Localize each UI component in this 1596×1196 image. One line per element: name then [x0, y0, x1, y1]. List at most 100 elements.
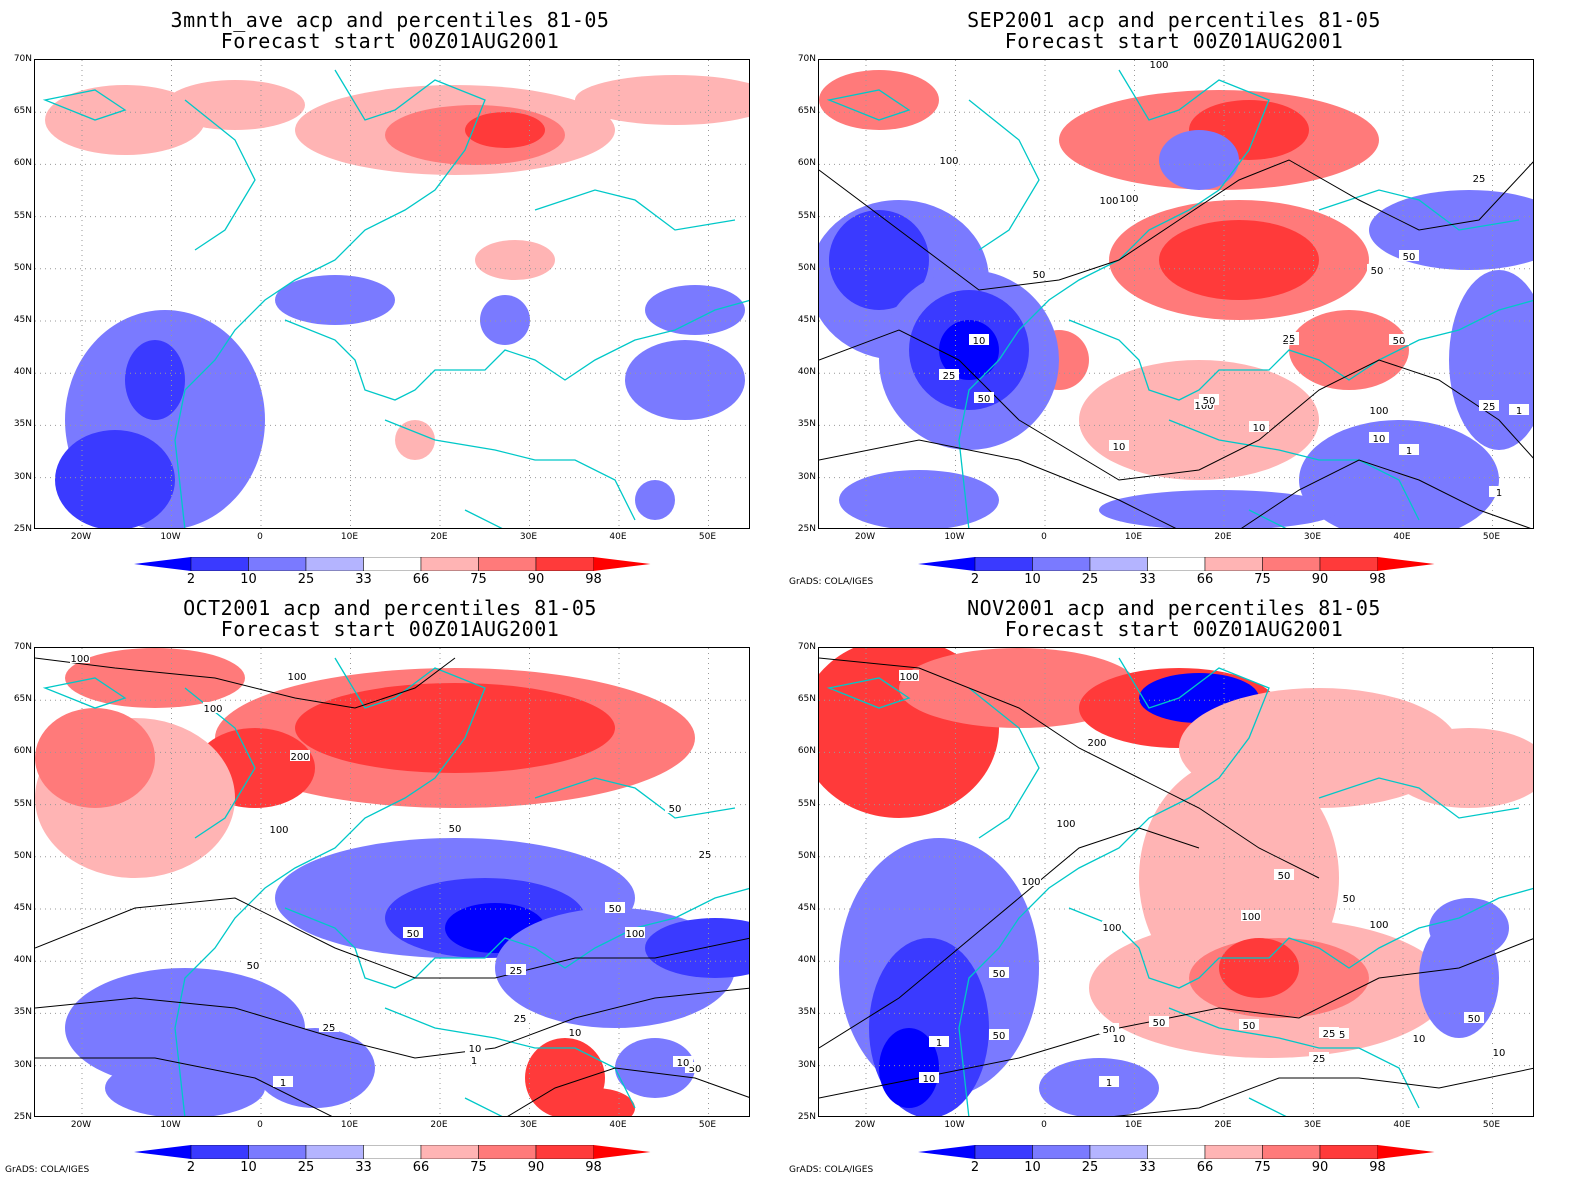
contour-label-bg — [1021, 875, 1041, 886]
colorbar-label: 10 — [1024, 1160, 1041, 1175]
panel-oct2001: OCT2001 acp and percentiles 81-05 Foreca… — [0, 588, 780, 1178]
latitude-label: 65N — [797, 106, 816, 117]
latitude-label: 65N — [13, 694, 32, 705]
colorbar-label: 10 — [240, 572, 257, 587]
contour-label: 100 — [1102, 923, 1121, 934]
contour-label-bg — [989, 1029, 1009, 1040]
colorbar-label: 98 — [585, 1160, 602, 1175]
contour-label-bg — [1119, 192, 1139, 203]
contour-label: 50 — [407, 929, 420, 940]
latitude-label: 70N — [13, 642, 32, 652]
contour-line — [819, 938, 1533, 1099]
colorbar-label: 66 — [412, 1160, 430, 1175]
colorbar-segment — [190, 1145, 249, 1159]
contour-label: 100 — [203, 704, 222, 715]
shaded-percentile-area — [1099, 490, 1339, 528]
colorbar-segment — [1319, 557, 1378, 571]
panel-title-line1: SEP2001 acp and percentiles 81-05 — [967, 8, 1381, 32]
longitude-label: 0 — [1041, 532, 1047, 542]
contour-label-bg — [1369, 432, 1389, 443]
contour-label: 50 — [1243, 1021, 1256, 1032]
contour-label-bg — [974, 392, 994, 403]
latitude-label: 60N — [13, 746, 32, 757]
shaded-percentile-area — [645, 918, 749, 978]
shaded-percentile-area — [475, 240, 555, 280]
contour-label-bg — [465, 1042, 485, 1053]
shaded-percentile-area — [1369, 190, 1533, 270]
colorbar-label: 2 — [970, 1160, 980, 1175]
latitude-label: 40N — [797, 955, 816, 966]
contour-line — [507, 1067, 749, 1116]
map-canvas — [35, 60, 749, 528]
contour-label: 1 — [280, 1078, 286, 1089]
latitude-label: 65N — [13, 106, 32, 117]
colorbar-label: 25 — [297, 1160, 315, 1175]
contour-label-bg — [969, 334, 989, 345]
contour-line — [819, 159, 1533, 291]
shaded-percentile-area — [1299, 420, 1499, 528]
contour-label-bg — [1099, 1023, 1119, 1034]
colorbar-segment — [535, 1145, 594, 1159]
contour-label-bg — [1489, 486, 1509, 497]
shaded-percentile-area — [615, 1038, 695, 1098]
contour-label: 1 — [471, 1056, 477, 1067]
contour-label: 50 — [1203, 396, 1216, 407]
contour-label-bg — [939, 369, 959, 380]
contour-label: 10 — [1113, 1034, 1126, 1045]
colorbar — [134, 557, 651, 571]
contour-label: 100 — [1194, 401, 1213, 412]
latitude-label: 35N — [797, 419, 816, 430]
longitude-label: 20E — [430, 532, 448, 542]
latitude-label: 65N — [797, 694, 816, 705]
colorbar-label: 98 — [585, 572, 602, 587]
latitude-label: 35N — [13, 1007, 32, 1018]
colorbar-segment — [974, 557, 1033, 571]
contour-label: 50 — [609, 904, 622, 915]
contour-label-bg — [1056, 817, 1076, 828]
latitude-label: 60N — [13, 158, 32, 169]
longitude-label: 0 — [257, 1120, 263, 1130]
contour-label-bg — [506, 964, 526, 975]
colorbar-label: 2 — [186, 1160, 196, 1175]
colorbar-segment — [248, 557, 307, 571]
shaded-percentile-area — [1159, 130, 1239, 190]
contour-label: 50 — [993, 1031, 1006, 1042]
colorbar-segment — [420, 557, 479, 571]
contour-label-bg — [1367, 264, 1387, 275]
contour-label-bg — [1239, 1019, 1259, 1030]
shaded-percentile-area — [480, 295, 530, 345]
map-canvas: 1002001005010010010050501005050251050502… — [819, 648, 1533, 1116]
contour-label-bg — [1249, 421, 1269, 432]
contour-label-bg — [1369, 918, 1389, 929]
map-nov2001: 1002001005010010010050501005050251050502… — [818, 647, 1534, 1117]
colorbar-segment — [1147, 557, 1206, 571]
contour-label: 25 — [699, 850, 712, 861]
contour-label-bg — [939, 154, 959, 165]
shaded-percentile-area — [819, 70, 939, 130]
contour-label-bg — [1489, 1046, 1509, 1057]
latitude-label: 45N — [13, 315, 32, 325]
colorbar-segment — [1032, 557, 1091, 571]
contour-line — [819, 329, 1533, 481]
map-canvas: 1001001001005050502510255010010025105050… — [819, 60, 1533, 528]
contour-label-bg — [1029, 268, 1049, 279]
latitude-label: 60N — [797, 158, 816, 169]
contour-label-bg — [1399, 444, 1419, 455]
contour-label: 25 — [323, 1023, 336, 1034]
longitude-label: 30E — [519, 1120, 538, 1130]
coastline — [826, 69, 1533, 528]
colorbar-label: 66 — [1196, 1160, 1214, 1175]
latitude-label: 50N — [13, 850, 32, 861]
shaded-percentile-area — [635, 480, 675, 520]
longitude-label: 20W — [70, 1120, 92, 1130]
contour-label: 50 — [1033, 270, 1046, 281]
contour-label-bg — [1369, 404, 1389, 415]
coastline — [42, 69, 749, 528]
contour-label-bg — [1149, 1016, 1169, 1027]
contour-label-bg — [269, 823, 289, 834]
longitude-label: 10E — [1124, 532, 1143, 542]
latitude-label: 55N — [797, 798, 816, 809]
contour-label-bg — [929, 1036, 949, 1047]
contour-label-bg — [685, 1062, 705, 1073]
contour-label-bg — [445, 822, 465, 833]
